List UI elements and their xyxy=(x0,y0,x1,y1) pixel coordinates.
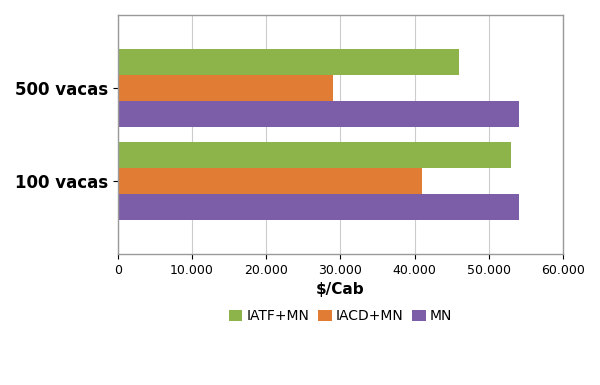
Bar xyxy=(118,168,422,194)
Bar xyxy=(118,49,459,75)
X-axis label: $/Cab: $/Cab xyxy=(316,282,365,297)
Bar xyxy=(118,194,518,220)
Legend: IATF+MN, IACD+MN, MN: IATF+MN, IACD+MN, MN xyxy=(223,304,458,329)
Bar xyxy=(118,75,333,101)
Bar xyxy=(118,142,511,168)
Bar xyxy=(118,101,518,127)
